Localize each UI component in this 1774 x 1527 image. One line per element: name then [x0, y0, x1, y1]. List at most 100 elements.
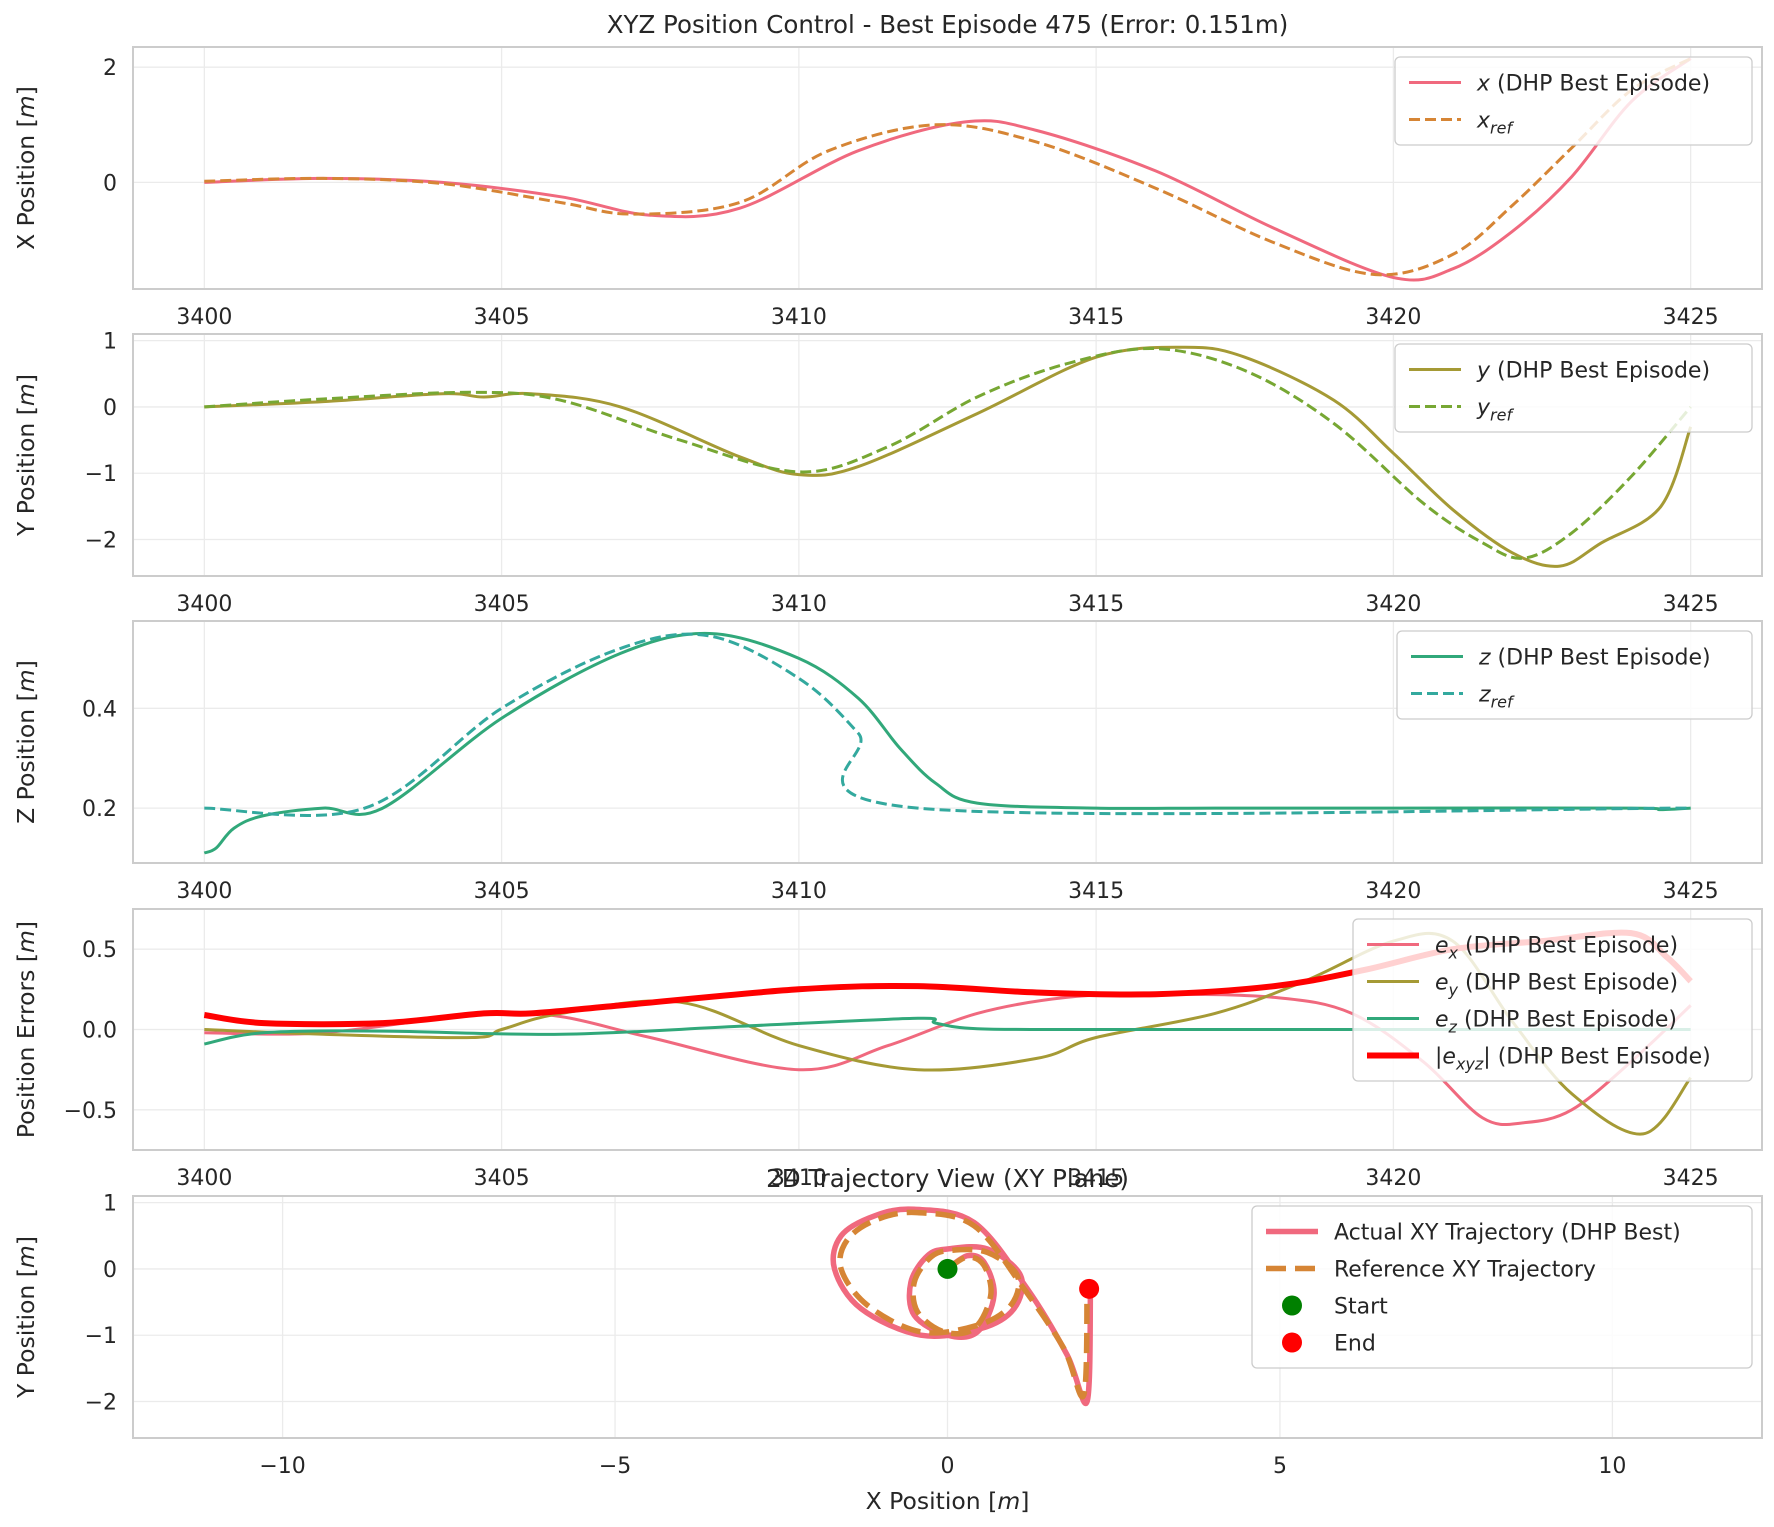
legend-label: Reference XY Trajectory: [1334, 1258, 1596, 1283]
series-line-2: [837, 1209, 1090, 1400]
x-tick-label: 3420: [1365, 592, 1421, 617]
x-tick-label: 3425: [1663, 1166, 1719, 1191]
legend-label: xref: [1476, 109, 1514, 138]
y-axis-label: X Position [m]: [12, 86, 40, 250]
legend-item: xref: [1409, 109, 1514, 138]
subplot-3: 3400 3405 3410 3415 3420 3425 0.2 0.4 Z Position…: [12, 620, 1763, 904]
chart-title: XYZ Position Control - Best Episode 475 …: [607, 10, 1289, 39]
y-axis-label: Z Position [m]: [12, 660, 40, 824]
marker-end: [1079, 1278, 1100, 1299]
legend-label: z (DHP Best Episode): [1478, 646, 1711, 671]
y-tick-label: 0.4: [82, 697, 117, 722]
x-tick-label: 3400: [176, 592, 232, 617]
legend-marker: [1282, 1295, 1302, 1316]
x-tick-label: 3420: [1365, 1166, 1421, 1191]
legend: x (DHP Best Episode) xref: [1394, 56, 1753, 146]
legend-item: |exyz| (DHP Best Episode): [1367, 1045, 1711, 1074]
y-tick-label: 0: [103, 171, 117, 196]
legend-item: z (DHP Best Episode): [1411, 646, 1711, 671]
series-line-1: [204, 57, 1692, 282]
x-tick-label: 3410: [771, 305, 827, 330]
y-tick-label: 0.5: [82, 938, 117, 963]
x-tick-label: 3400: [176, 879, 232, 904]
x-tick-label: 3425: [1663, 305, 1719, 330]
x-tick-label: 3420: [1365, 879, 1421, 904]
legend-item: Actual XY Trajectory (DHP Best): [1266, 1221, 1681, 1246]
legend-item: Reference XY Trajectory: [1266, 1258, 1596, 1283]
x-tick-label: −10: [259, 1454, 305, 1479]
x-tick-label: 3410: [771, 592, 827, 617]
legend-item: End: [1282, 1332, 1376, 1357]
x-tick-label: −5: [599, 1454, 631, 1479]
legend-item: yref: [1409, 396, 1514, 425]
y-tick-label: −1: [85, 462, 117, 487]
legend-label: yref: [1476, 396, 1514, 425]
legend-item: x (DHP Best Episode): [1409, 72, 1710, 97]
plot-area: [203, 631, 1691, 855]
x-tick-label: 3405: [474, 1166, 530, 1191]
x-axis-label: X Position [m]: [866, 1487, 1030, 1515]
legend-item: ez (DHP Best Episode): [1367, 1008, 1677, 1037]
subplot-1: 3400 3405 3410 3415 3420 3425 0 2 X Position [m]…: [12, 10, 1763, 330]
legend-item: y (DHP Best Episode): [1409, 359, 1710, 384]
x-tick-label: 3415: [1068, 1166, 1124, 1191]
x-tick-label: 3415: [1068, 879, 1124, 904]
x-tick-label: 3415: [1068, 592, 1124, 617]
chart-title: 2D Trajectory View (XY Plane): [766, 1164, 1129, 1193]
plot-area: [830, 1206, 1100, 1407]
legend-box: [1394, 343, 1753, 433]
y-tick-label: 0.0: [82, 1019, 117, 1044]
x-tick-label: 3425: [1663, 879, 1719, 904]
y-tick-label: 0: [103, 396, 117, 421]
legend-box: [1352, 918, 1753, 1082]
series-line-2: [204, 347, 1692, 560]
subplot-2: 3400 3405 3410 3415 3420 3425 −2 −1 0 1 Y Position…: [12, 330, 1763, 617]
legend-label: ex (DHP Best Episode): [1435, 934, 1678, 963]
x-tick-label: 3405: [474, 305, 530, 330]
y-tick-label: −2: [85, 1391, 117, 1416]
axes-frame: [132, 908, 1763, 1151]
legend-item: zref: [1411, 683, 1515, 712]
legend-label: zref: [1478, 683, 1515, 712]
legend: y (DHP Best Episode) yref: [1394, 343, 1753, 433]
axes-frame: [132, 1195, 1763, 1439]
x-tick-label: 3415: [1068, 305, 1124, 330]
legend-label: x (DHP Best Episode): [1476, 72, 1710, 97]
y-tick-label: −2: [85, 529, 117, 554]
legend-label: Actual XY Trajectory (DHP Best): [1334, 1221, 1681, 1246]
axes-frame: [132, 333, 1763, 577]
y-tick-label: 1: [103, 330, 117, 355]
legend-item: ex (DHP Best Episode): [1367, 934, 1678, 963]
x-tick-label: 3400: [176, 1166, 232, 1191]
x-tick-label: 3420: [1365, 305, 1421, 330]
legend-marker: [1282, 1332, 1302, 1353]
y-tick-label: 1: [103, 1192, 117, 1217]
legend-label: End: [1334, 1332, 1376, 1357]
plot-area: [204, 345, 1693, 568]
x-tick-label: 3410: [771, 1166, 827, 1191]
x-tick-label: 5: [1273, 1454, 1287, 1479]
series-line-2: [204, 57, 1692, 277]
x-tick-label: 3425: [1663, 592, 1719, 617]
x-tick-label: 3400: [176, 305, 232, 330]
axes-frame: [132, 46, 1763, 290]
y-tick-label: 0.2: [82, 797, 117, 822]
x-tick-label: 10: [1598, 1454, 1626, 1479]
legend-box: [1251, 1205, 1753, 1369]
legend-box: [1394, 56, 1753, 146]
series-line-1: [204, 345, 1693, 568]
subplot-4: 3400 3405 3410 3415 3420 3425 −0.5 0.0 0.5 Positi…: [12, 908, 1763, 1191]
series-line-3: [204, 1016, 1691, 1046]
series-line-1: [203, 631, 1691, 855]
y-tick-label: −1: [85, 1324, 117, 1349]
x-tick-label: 0: [941, 1454, 955, 1479]
legend-label: Start: [1334, 1295, 1388, 1320]
legend-item: ey (DHP Best Episode): [1367, 971, 1678, 1000]
x-tick-label: 3405: [474, 592, 530, 617]
legend: ex (DHP Best Episode) ey (DHP Best Episod…: [1352, 918, 1753, 1082]
legend-label: ey (DHP Best Episode): [1435, 971, 1678, 1000]
y-axis-label: Y Position [m]: [12, 374, 40, 537]
y-axis-label: Y Position [m]: [12, 1236, 40, 1399]
y-tick-label: 2: [103, 56, 117, 81]
